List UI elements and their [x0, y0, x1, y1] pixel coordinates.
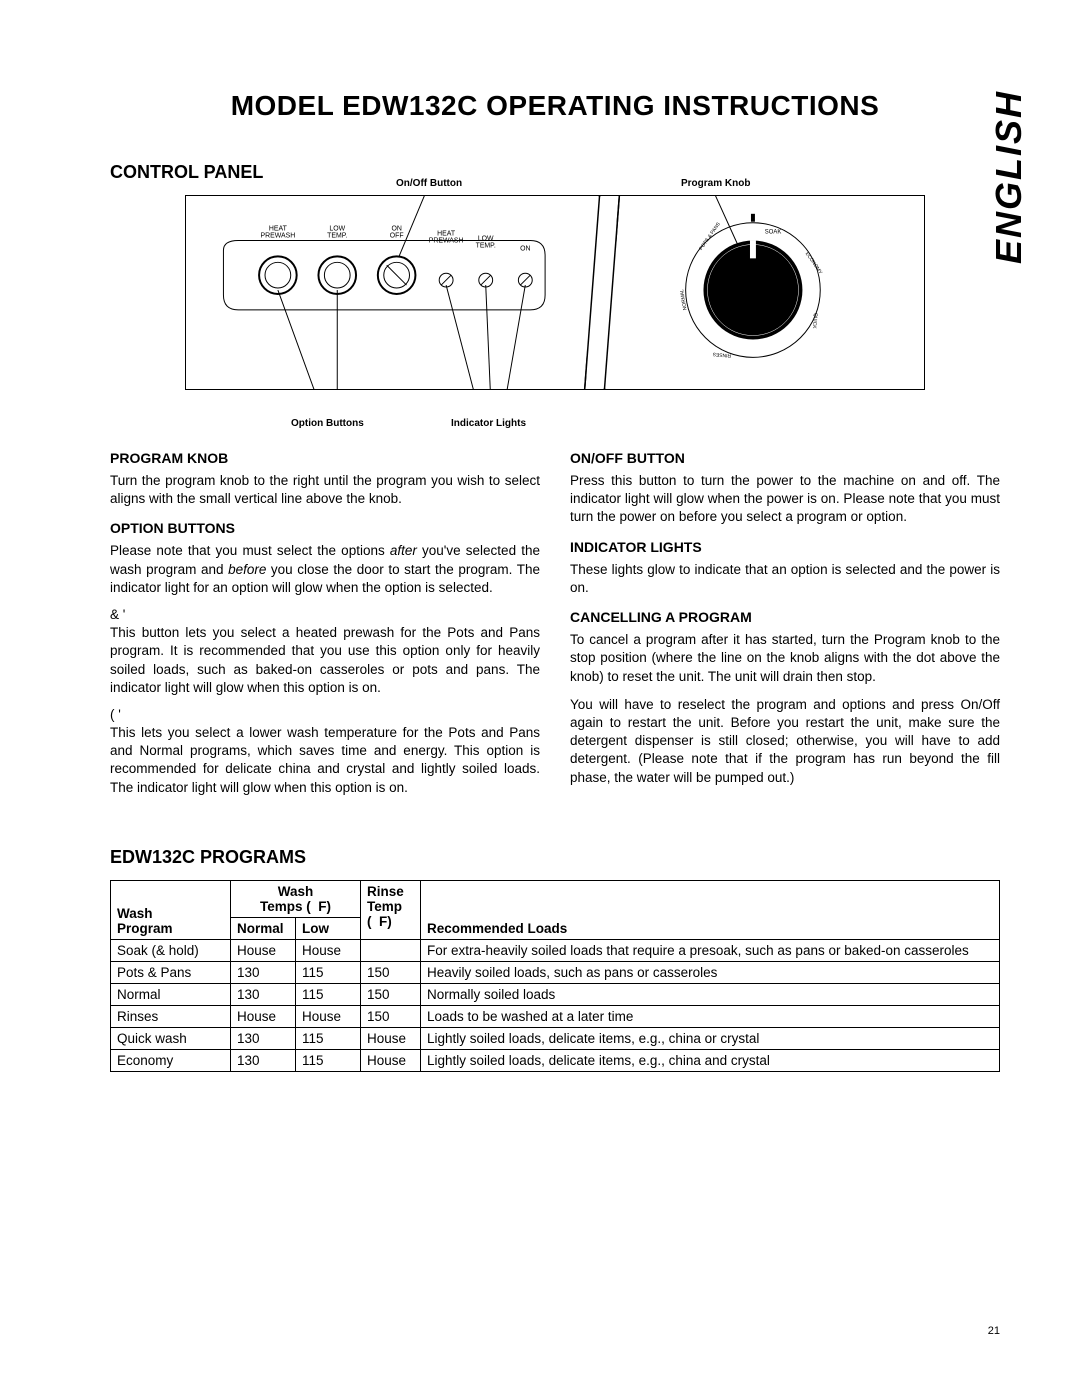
- table-cell: [361, 939, 421, 961]
- svg-text:TEMP.: TEMP.: [327, 233, 347, 240]
- table-cell: 130: [231, 983, 296, 1005]
- onoff-heading: ON/OFF BUTTON: [570, 450, 1000, 466]
- svg-text:RINSES: RINSES: [712, 351, 732, 359]
- th-wash-temps-1: Wash: [278, 884, 314, 899]
- table-cell: 115: [296, 961, 361, 983]
- page-title: MODEL EDW132C OPERATING INSTRUCTIONS: [110, 90, 1000, 122]
- left-column: PROGRAM KNOB Turn the program knob to th…: [110, 450, 540, 807]
- language-tab: ENGLISH: [988, 90, 1030, 264]
- table-cell: Normal: [111, 983, 231, 1005]
- page-number: 21: [988, 1325, 1000, 1337]
- table-cell: 130: [231, 961, 296, 983]
- option1-text: This button lets you select a heated pre…: [110, 624, 540, 697]
- svg-text:POTS & PANS: POTS & PANS: [698, 221, 722, 252]
- table-cell: Rinses: [111, 1005, 231, 1027]
- table-cell: Pots & Pans: [111, 961, 231, 983]
- programs-table: WashProgram WashTemps ( F) RinseTemp( F)…: [110, 880, 1000, 1072]
- table-row: Quick wash130115HouseLightly soiled load…: [111, 1027, 1000, 1049]
- table-cell: House: [231, 1005, 296, 1027]
- th-program: Program: [117, 921, 173, 936]
- option1-label: & ': [110, 607, 540, 622]
- panel-svg: HEAT PREWASH LOW TEMP. ON OFF HEAT PREWA…: [186, 196, 924, 389]
- table-row: Normal130115150Normally soiled loads: [111, 983, 1000, 1005]
- th-wash: Wash: [117, 906, 153, 921]
- svg-text:ECONOMY: ECONOMY: [804, 251, 824, 276]
- table-cell: House: [296, 939, 361, 961]
- table-row: Economy130115HouseLightly soiled loads, …: [111, 1049, 1000, 1071]
- right-column: ON/OFF BUTTON Press this button to turn …: [570, 450, 1000, 807]
- table-cell: House: [296, 1005, 361, 1027]
- onoff-text: Press this button to turn the power to t…: [570, 472, 1000, 527]
- option2-label: ( ': [110, 707, 540, 722]
- table-cell: Quick wash: [111, 1027, 231, 1049]
- table-cell: 115: [296, 1027, 361, 1049]
- table-cell: Lightly soiled loads, delicate items, e.…: [421, 1027, 1000, 1049]
- table-cell: 115: [296, 983, 361, 1005]
- table-row: Soak (& hold)HouseHouseFor extra-heavily…: [111, 939, 1000, 961]
- svg-text:OFF: OFF: [390, 233, 404, 240]
- table-header-row-1: WashProgram WashTemps ( F) RinseTemp( F)…: [111, 880, 1000, 917]
- option2-text: This lets you select a lower wash temper…: [110, 724, 540, 797]
- svg-text:PREWASH: PREWASH: [261, 233, 296, 240]
- program-knob-heading: PROGRAM KNOB: [110, 450, 540, 466]
- th-rinse-3: ( F): [367, 914, 392, 929]
- cancelling-p1: To cancel a program after it has started…: [570, 631, 1000, 686]
- table-cell: Lightly soiled loads, delicate items, e.…: [421, 1049, 1000, 1071]
- callout-option-buttons: Option Buttons: [291, 418, 364, 429]
- instructions-columns: PROGRAM KNOB Turn the program knob to th…: [110, 450, 1000, 807]
- table-cell: House: [361, 1027, 421, 1049]
- th-low: Low: [296, 917, 361, 939]
- table-cell: 130: [231, 1027, 296, 1049]
- table-cell: House: [231, 939, 296, 961]
- table-cell: Normally soiled loads: [421, 983, 1000, 1005]
- svg-text:ON: ON: [520, 245, 530, 252]
- svg-text:NORMAL: NORMAL: [679, 288, 689, 310]
- table-cell: 150: [361, 961, 421, 983]
- callout-onoff: On/Off Button: [396, 178, 462, 189]
- svg-text:TEMP.: TEMP.: [476, 242, 496, 249]
- callout-program-knob: Program Knob: [681, 178, 750, 189]
- callout-indicator-lights: Indicator Lights: [451, 418, 526, 429]
- svg-text:PREWASH: PREWASH: [429, 238, 464, 245]
- table-cell: 115: [296, 1049, 361, 1071]
- table-cell: 150: [361, 1005, 421, 1027]
- program-knob-text: Turn the program knob to the right until…: [110, 472, 540, 508]
- th-rinse-1: Rinse: [367, 884, 404, 899]
- table-cell: 150: [361, 983, 421, 1005]
- table-cell: Economy: [111, 1049, 231, 1071]
- table-row: Pots & Pans130115150Heavily soiled loads…: [111, 961, 1000, 983]
- table-cell: Heavily soiled loads, such as pans or ca…: [421, 961, 1000, 983]
- option-buttons-heading: OPTION BUTTONS: [110, 520, 540, 536]
- table-cell: House: [361, 1049, 421, 1071]
- cancelling-heading: CANCELLING A PROGRAM: [570, 609, 1000, 625]
- th-rinse-2: Temp: [367, 899, 402, 914]
- option-buttons-intro: Please note that you must select the opt…: [110, 542, 540, 597]
- th-wash-temps-2: Temps ( F): [260, 899, 331, 914]
- control-panel-heading: CONTROL PANEL: [110, 162, 1000, 183]
- control-panel-diagram: On/Off Button Program Knob Option Button…: [185, 195, 925, 390]
- th-normal: Normal: [231, 917, 296, 939]
- indicator-text: These lights glow to indicate that an op…: [570, 561, 1000, 597]
- table-row: RinsesHouseHouse150Loads to be washed at…: [111, 1005, 1000, 1027]
- th-recommended: Recommended Loads: [421, 880, 1000, 939]
- table-cell: Loads to be washed at a later time: [421, 1005, 1000, 1027]
- table-cell: For extra-heavily soiled loads that requ…: [421, 939, 1000, 961]
- cancelling-p2: You will have to reselect the program an…: [570, 696, 1000, 787]
- table-cell: 130: [231, 1049, 296, 1071]
- svg-text:QUICK: QUICK: [811, 313, 818, 330]
- svg-text:SOAK: SOAK: [765, 230, 782, 236]
- indicator-heading: INDICATOR LIGHTS: [570, 539, 1000, 555]
- programs-heading: EDW132C PROGRAMS: [110, 847, 1000, 868]
- table-cell: Soak (& hold): [111, 939, 231, 961]
